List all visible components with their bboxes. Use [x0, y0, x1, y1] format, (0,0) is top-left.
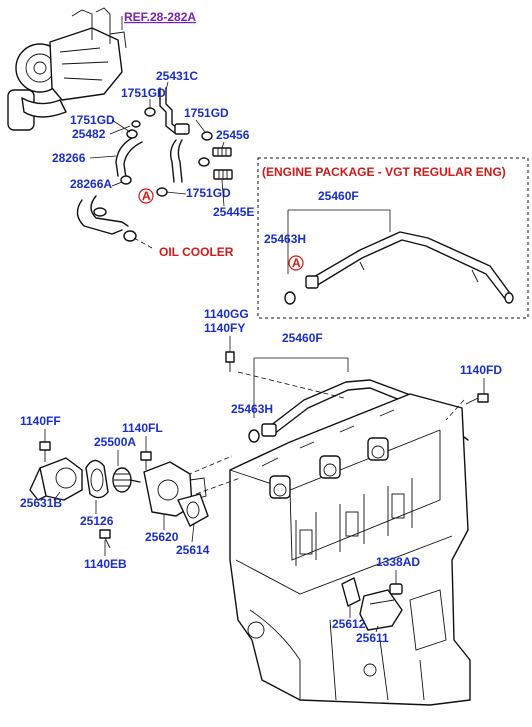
- engine-package-box: [257, 157, 529, 319]
- part-1140fl[interactable]: 1140FL: [122, 421, 163, 435]
- oil-return-hose-28266: [115, 135, 143, 179]
- gasket-25126: [85, 459, 109, 499]
- ref-label[interactable]: REF.28-282A: [124, 10, 196, 24]
- bolt-1140ff: [39, 441, 51, 462]
- marker-a-upper: A: [138, 188, 154, 204]
- svg-text:A: A: [142, 189, 151, 203]
- gasket-25614: [177, 493, 209, 527]
- part-25463h[interactable]: 25463H: [231, 402, 273, 416]
- part-1140ff[interactable]: 1140FF: [20, 414, 61, 428]
- part-25611[interactable]: 25611: [356, 631, 389, 645]
- part-25456[interactable]: 25456: [216, 128, 250, 142]
- part-1140eb[interactable]: 1140EB: [84, 557, 127, 571]
- part-25431c[interactable]: 25431C: [156, 69, 198, 83]
- bolt-25456: [212, 147, 232, 157]
- water-inlet-fitting: [29, 457, 83, 501]
- part-25620[interactable]: 25620: [145, 530, 179, 544]
- part-1140gg[interactable]: 1140GG: [204, 307, 249, 321]
- part-25631b[interactable]: 25631B: [20, 496, 62, 510]
- bolt-1140eb: [99, 529, 111, 549]
- bolt-1140gg: [225, 351, 235, 372]
- gasket-25612: [341, 577, 361, 607]
- part-28266[interactable]: 28266: [52, 151, 86, 165]
- marker-a-package: A: [288, 255, 304, 271]
- oil-cooler-label: OIL COOLER: [159, 245, 234, 259]
- part-25445e[interactable]: 25445E: [213, 205, 254, 219]
- part-25614[interactable]: 25614: [176, 543, 210, 557]
- part-25460f-package[interactable]: 25460F: [318, 189, 359, 203]
- coolant-pipe-vgt: [305, 231, 514, 304]
- thermostat: [112, 467, 141, 493]
- part-25463h-package[interactable]: 25463H: [264, 232, 306, 246]
- plug-1338ad: [389, 583, 403, 595]
- bolt-1140fd: [465, 393, 489, 405]
- gasket-main: [248, 429, 260, 443]
- package-note: (ENGINE PACKAGE - VGT REGULAR ENG): [262, 165, 506, 179]
- oil-feed-line: [159, 87, 190, 183]
- part-28266a[interactable]: 28266A: [70, 177, 112, 191]
- svg-text:A: A: [292, 256, 301, 270]
- part-25612[interactable]: 25612: [332, 617, 366, 631]
- gaskets-upper: [93, 107, 213, 242]
- part-1140fd[interactable]: 1140FD: [460, 363, 502, 377]
- part-25460f[interactable]: 25460F: [282, 331, 323, 345]
- part-1751gd-c[interactable]: 1751GD: [70, 113, 115, 127]
- part-1338ad[interactable]: 1338AD: [376, 555, 420, 569]
- part-1140fy[interactable]: 1140FY: [204, 321, 245, 335]
- part-1751gd-d[interactable]: 1751GD: [186, 186, 231, 200]
- engine-block: [229, 393, 471, 706]
- water-pipe-25611: [359, 589, 403, 631]
- part-1751gd-b[interactable]: 1751GD: [184, 106, 229, 120]
- bolt-1140fl: [140, 451, 152, 470]
- turbocharger: [7, 7, 127, 131]
- oil-return-hose-28266a: [76, 195, 129, 235]
- part-25482[interactable]: 25482: [72, 127, 106, 141]
- part-25500a[interactable]: 25500A: [94, 435, 136, 449]
- bolt-25445e: [213, 169, 233, 180]
- part-1751gd-a[interactable]: 1751GD: [121, 86, 166, 100]
- part-25126[interactable]: 25126: [80, 514, 114, 528]
- gasket-vgt: [284, 291, 296, 305]
